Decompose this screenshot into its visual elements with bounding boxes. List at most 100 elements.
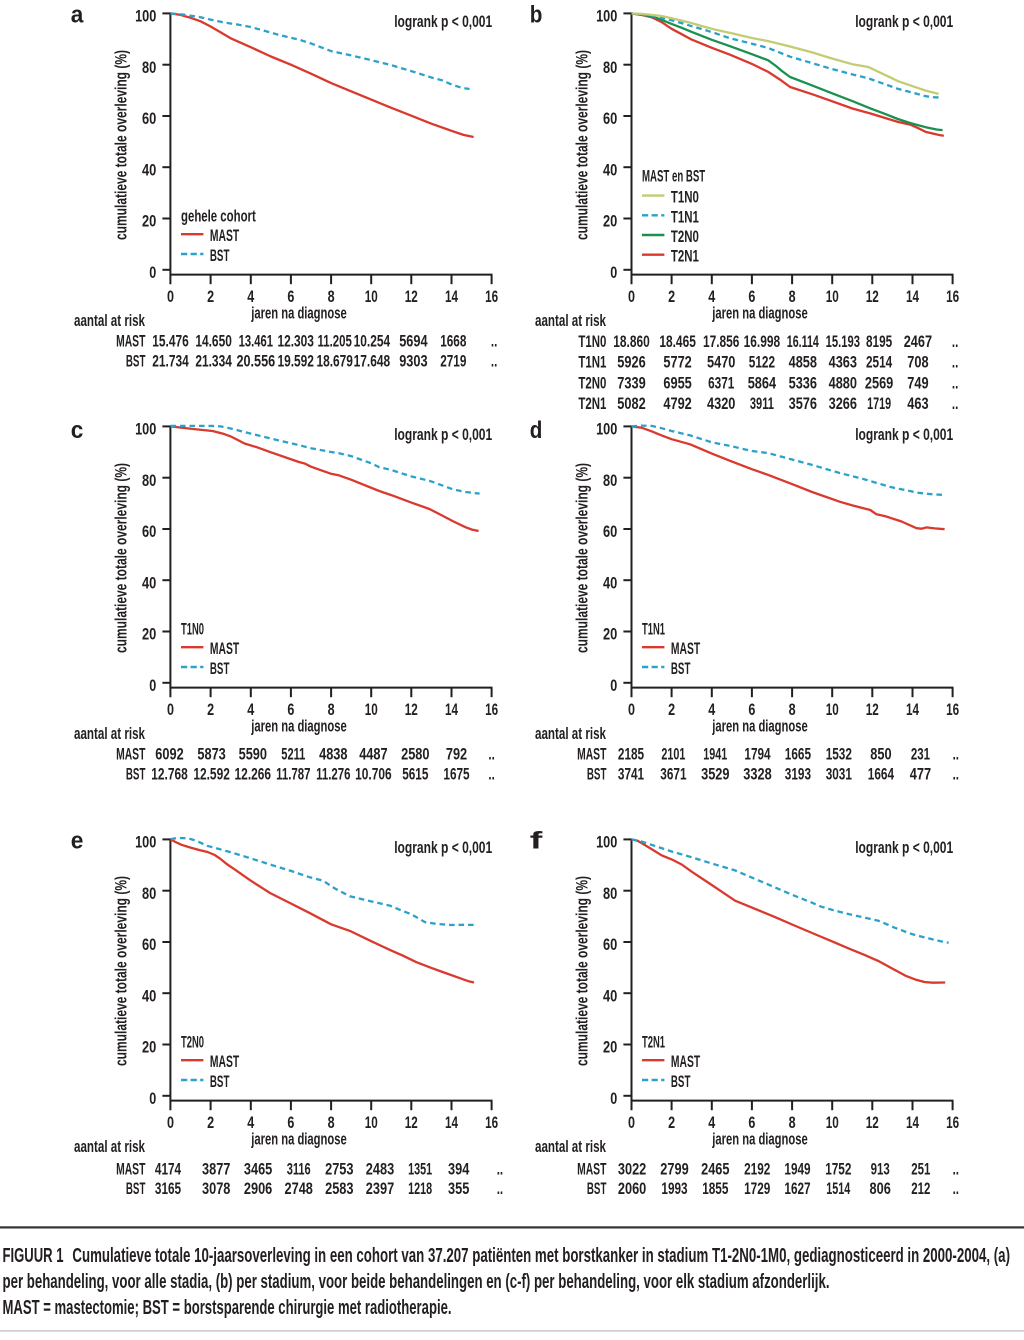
svg-text:BST: BST bbox=[587, 1179, 607, 1198]
svg-text:1794: 1794 bbox=[744, 745, 771, 764]
svg-text:logrank p < 0,001: logrank p < 0,001 bbox=[394, 838, 492, 857]
svg-text:100: 100 bbox=[596, 420, 617, 439]
svg-text:MAST: MAST bbox=[116, 332, 146, 351]
svg-text:251: 251 bbox=[911, 1159, 930, 1178]
svg-text:17.856: 17.856 bbox=[703, 332, 740, 351]
svg-text:2: 2 bbox=[668, 700, 675, 719]
svg-text:16: 16 bbox=[946, 700, 959, 719]
svg-text:11.787: 11.787 bbox=[276, 764, 310, 783]
svg-text:394: 394 bbox=[448, 1159, 470, 1178]
svg-text:cumulatieve totale overleving: cumulatieve totale overleving (%) bbox=[112, 50, 131, 240]
svg-text:20: 20 bbox=[142, 1038, 156, 1057]
svg-text:18.679: 18.679 bbox=[316, 351, 353, 370]
svg-text:2: 2 bbox=[668, 287, 675, 306]
svg-text:cumulatieve totale overleving: cumulatieve totale overleving (%) bbox=[112, 876, 131, 1066]
svg-text:T1N1: T1N1 bbox=[671, 207, 699, 226]
svg-text:0: 0 bbox=[149, 676, 156, 695]
svg-text:3576: 3576 bbox=[789, 394, 817, 413]
svg-text:cumulatieve totale overleving: cumulatieve totale overleving (%) bbox=[573, 463, 592, 653]
svg-text:2060: 2060 bbox=[618, 1179, 646, 1198]
svg-text:T1N0: T1N0 bbox=[181, 620, 204, 639]
svg-text:..: .. bbox=[497, 1179, 503, 1198]
svg-text:1949: 1949 bbox=[784, 1159, 810, 1178]
svg-text:850: 850 bbox=[870, 745, 891, 764]
svg-text:b: b bbox=[530, 1, 543, 28]
svg-text:per behandeling, voor alle sta: per behandeling, voor alle stadia, (b) p… bbox=[3, 1271, 830, 1293]
svg-text:..: .. bbox=[488, 764, 494, 783]
svg-text:477: 477 bbox=[910, 764, 931, 783]
svg-text:14: 14 bbox=[906, 287, 919, 306]
svg-text:5772: 5772 bbox=[663, 353, 691, 372]
svg-text:15.476: 15.476 bbox=[152, 332, 189, 351]
svg-text:0: 0 bbox=[167, 1113, 174, 1132]
svg-text:60: 60 bbox=[603, 522, 617, 541]
svg-text:T1N0: T1N0 bbox=[578, 332, 606, 351]
svg-text:BST: BST bbox=[210, 659, 230, 678]
svg-text:60: 60 bbox=[142, 522, 156, 541]
svg-text:1729: 1729 bbox=[744, 1179, 770, 1198]
svg-text:10: 10 bbox=[826, 1113, 839, 1132]
svg-text:0: 0 bbox=[610, 1089, 617, 1108]
svg-text:40: 40 bbox=[603, 573, 617, 592]
svg-text:15.193: 15.193 bbox=[826, 332, 860, 351]
svg-text:100: 100 bbox=[135, 420, 156, 439]
svg-text:3193: 3193 bbox=[785, 764, 811, 783]
svg-text:80: 80 bbox=[142, 884, 156, 903]
svg-text:0: 0 bbox=[149, 263, 156, 282]
svg-text:2799: 2799 bbox=[660, 1159, 688, 1178]
svg-text:100: 100 bbox=[135, 7, 156, 26]
svg-text:T2N0: T2N0 bbox=[671, 227, 699, 246]
svg-text:40: 40 bbox=[142, 573, 156, 592]
svg-text:jaren na diagnose: jaren na diagnose bbox=[251, 717, 347, 736]
svg-text:14: 14 bbox=[906, 700, 919, 719]
svg-text:463: 463 bbox=[907, 394, 928, 413]
svg-text:1627: 1627 bbox=[784, 1179, 810, 1198]
svg-text:100: 100 bbox=[596, 7, 617, 26]
svg-text:60: 60 bbox=[603, 935, 617, 954]
svg-text:aantal at risk: aantal at risk bbox=[535, 1137, 606, 1156]
svg-text:..: .. bbox=[953, 764, 959, 783]
svg-text:logrank p < 0,001: logrank p < 0,001 bbox=[855, 838, 953, 857]
svg-text:1675: 1675 bbox=[443, 764, 469, 783]
svg-text:12.266: 12.266 bbox=[235, 764, 272, 783]
svg-text:60: 60 bbox=[142, 935, 156, 954]
svg-text:6: 6 bbox=[748, 1113, 755, 1132]
svg-text:10.254: 10.254 bbox=[354, 332, 391, 351]
svg-text:aantal at risk: aantal at risk bbox=[74, 311, 145, 330]
svg-text:BST: BST bbox=[210, 246, 230, 265]
svg-text:20: 20 bbox=[603, 625, 617, 644]
svg-text:16.114: 16.114 bbox=[787, 332, 820, 351]
svg-text:3465: 3465 bbox=[244, 1159, 272, 1178]
svg-text:MAST: MAST bbox=[577, 745, 607, 764]
svg-text:2101: 2101 bbox=[661, 745, 685, 764]
svg-text:cumulatieve totale overleving: cumulatieve totale overleving (%) bbox=[573, 50, 592, 240]
svg-text:40: 40 bbox=[603, 160, 617, 179]
svg-text:2514: 2514 bbox=[866, 353, 893, 372]
svg-text:5615: 5615 bbox=[402, 764, 428, 783]
svg-text:..: .. bbox=[952, 332, 958, 351]
svg-text:4174: 4174 bbox=[155, 1159, 182, 1178]
svg-text:2192: 2192 bbox=[744, 1159, 770, 1178]
svg-text:T2N0: T2N0 bbox=[578, 373, 606, 392]
svg-text:749: 749 bbox=[907, 373, 928, 392]
svg-text:18.465: 18.465 bbox=[659, 332, 696, 351]
svg-text:1668: 1668 bbox=[440, 332, 466, 351]
svg-text:11.205: 11.205 bbox=[318, 332, 352, 351]
svg-text:6: 6 bbox=[287, 287, 294, 306]
svg-text:jaren na diagnose: jaren na diagnose bbox=[712, 717, 808, 736]
svg-text:BST: BST bbox=[126, 764, 146, 783]
svg-text:0: 0 bbox=[628, 287, 635, 306]
svg-text:8: 8 bbox=[328, 287, 335, 306]
svg-text:..: .. bbox=[952, 373, 958, 392]
svg-text:4: 4 bbox=[708, 700, 715, 719]
svg-text:6955: 6955 bbox=[663, 373, 691, 392]
svg-text:4320: 4320 bbox=[707, 394, 735, 413]
svg-text:0: 0 bbox=[628, 1113, 635, 1132]
svg-text:..: .. bbox=[953, 1159, 959, 1178]
svg-text:80: 80 bbox=[142, 471, 156, 490]
svg-text:2: 2 bbox=[207, 700, 214, 719]
svg-text:e: e bbox=[71, 827, 84, 854]
svg-text:1941: 1941 bbox=[703, 745, 727, 764]
svg-text:2753: 2753 bbox=[325, 1159, 353, 1178]
svg-text:2483: 2483 bbox=[366, 1159, 394, 1178]
